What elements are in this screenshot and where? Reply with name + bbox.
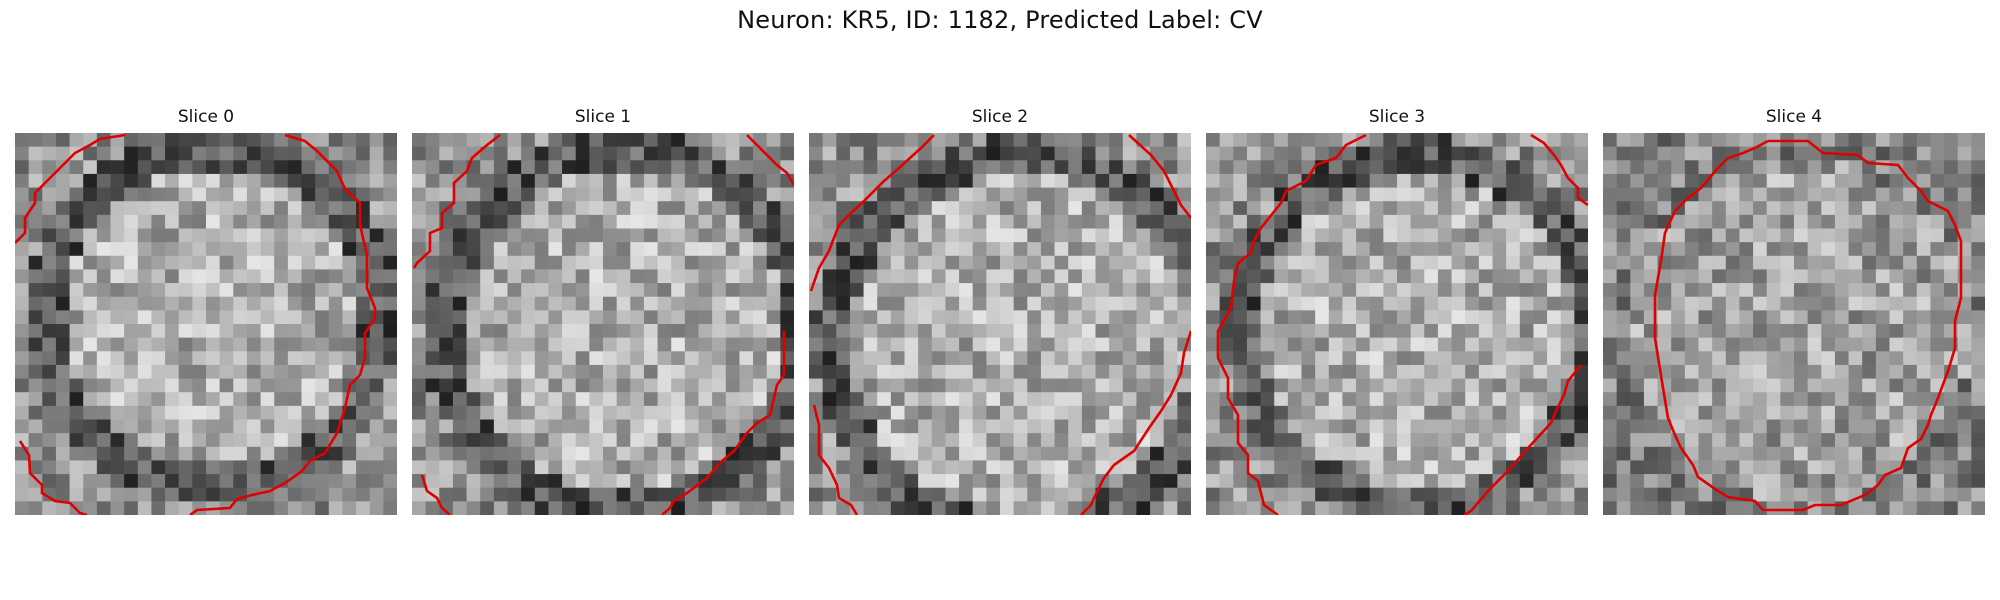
contour-line: [189, 133, 377, 515]
contour-line: [412, 133, 501, 269]
contour-line: [746, 134, 794, 186]
slice-image-3: [1206, 133, 1588, 515]
contour-line: [18, 440, 88, 515]
slice-title: Slice 0: [177, 107, 235, 127]
contour-line: [809, 134, 935, 292]
slice-title: Slice 4: [1765, 107, 1823, 127]
contour-line: [1080, 330, 1191, 515]
slice-title: Slice 3: [1368, 107, 1426, 127]
contour-line: [15, 133, 126, 244]
contour-line: [1463, 364, 1583, 515]
contour-line: [1128, 134, 1191, 219]
slice-image-2: [809, 133, 1191, 515]
slice-title: Slice 1: [574, 107, 632, 127]
contour-line: [661, 331, 786, 515]
slice-image-1: [412, 133, 794, 515]
figure-title: Neuron: KR5, ID: 1182, Predicted Label: …: [737, 6, 1263, 34]
slice-image-4: [1603, 133, 1985, 515]
contour-line: [1216, 133, 1367, 515]
slice-title: Slice 2: [971, 107, 1029, 127]
contour-line: [812, 404, 859, 515]
contour-line: [1653, 139, 1963, 512]
contour-line: [1530, 133, 1588, 207]
contour-line: [420, 474, 451, 515]
slice-image-0: [15, 133, 397, 515]
